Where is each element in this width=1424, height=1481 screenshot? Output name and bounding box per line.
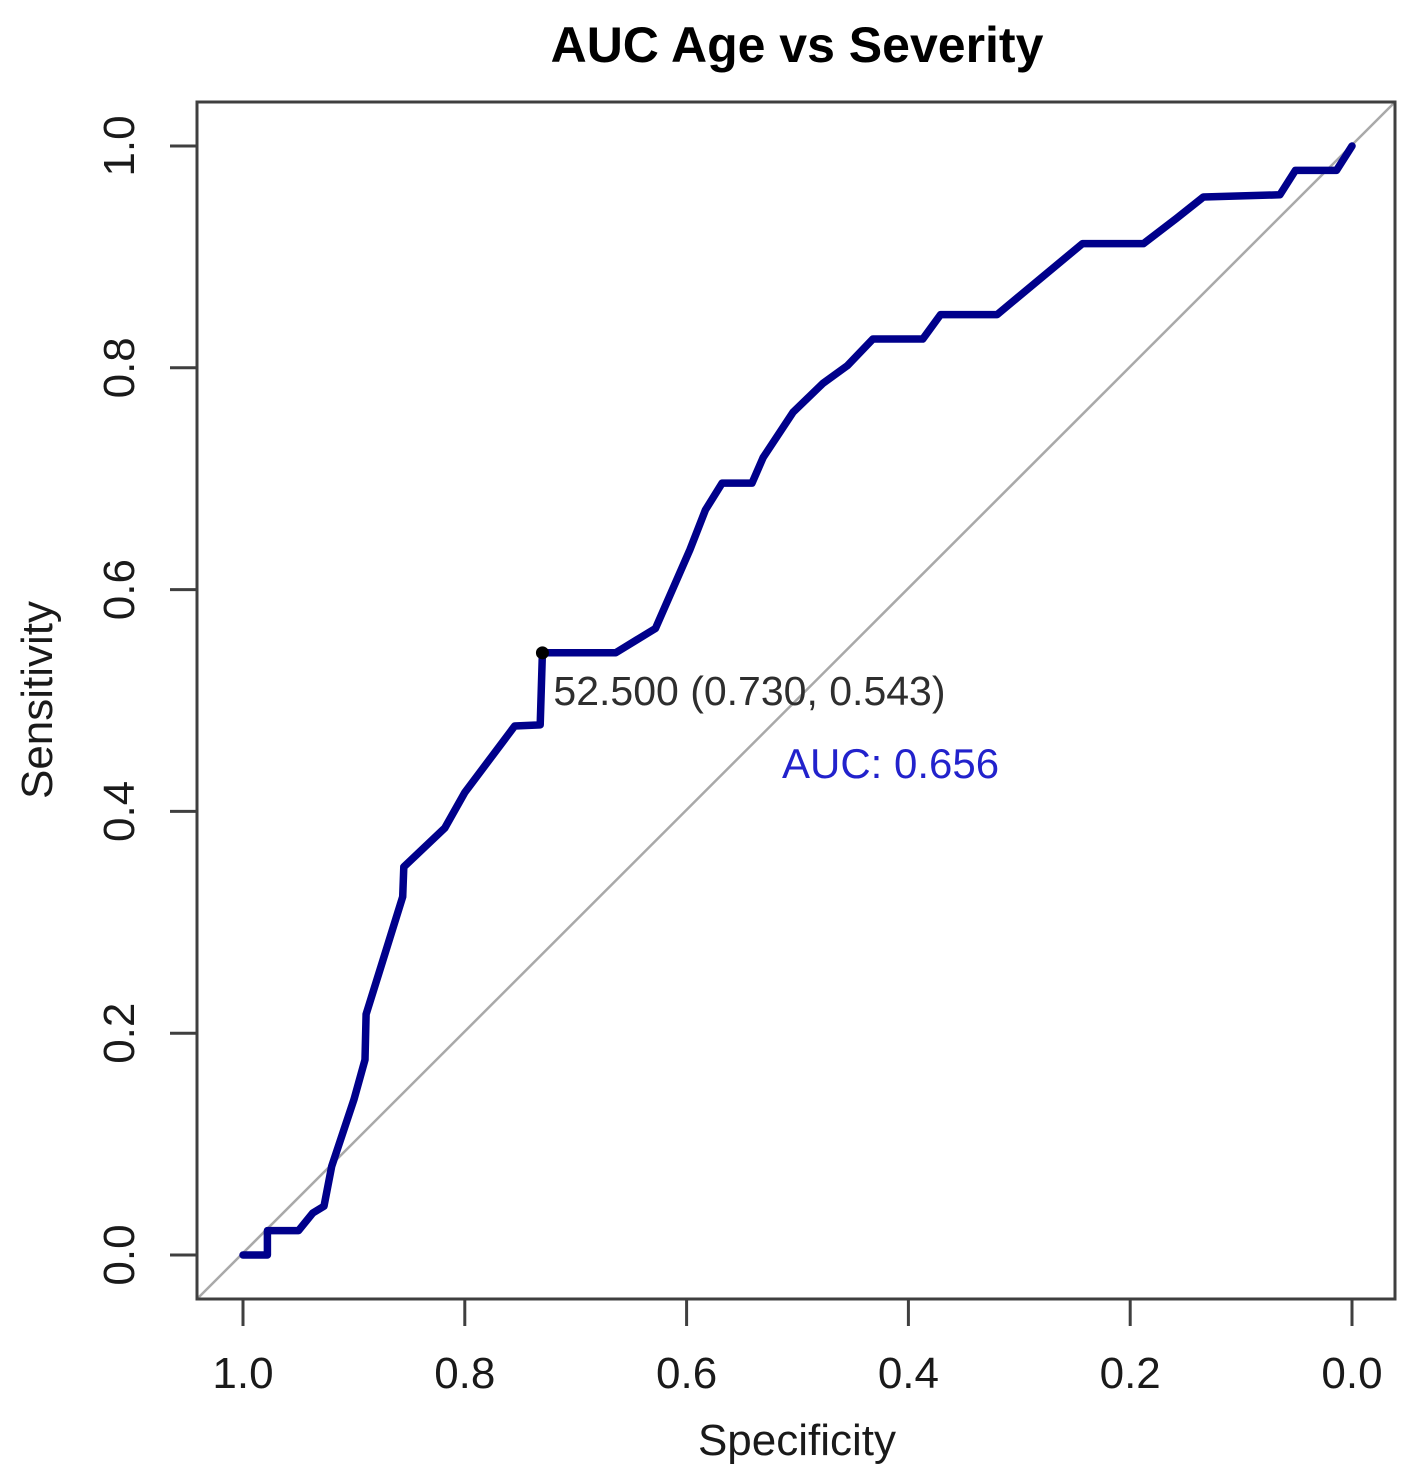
threshold-label: 52.500 (0.730, 0.543) (553, 668, 945, 714)
x-tick-label: 0.2 (1100, 1349, 1161, 1398)
x-tick-label: 0.6 (656, 1349, 717, 1398)
y-tick-label: 0.6 (95, 559, 144, 620)
chart-title: AUC Age vs Severity (551, 17, 1044, 73)
x-axis-ticks: 1.0 0.8 0.6 0.4 0.2 0.0 (212, 1299, 1383, 1398)
y-tick-label: 1.0 (95, 115, 144, 176)
x-axis-title: Specificity (698, 1416, 896, 1465)
y-tick-label: 0.0 (95, 1224, 144, 1285)
y-tick-label: 0.2 (95, 1003, 144, 1064)
x-tick-label: 0.4 (878, 1349, 939, 1398)
y-axis-ticks: 0.0 0.2 0.4 0.6 0.8 1.0 (95, 115, 197, 1286)
threshold-point-marker (535, 646, 549, 660)
x-tick-label: 0.0 (1321, 1349, 1382, 1398)
diagonal-reference-line (196, 101, 1396, 1300)
x-tick-label: 0.8 (434, 1349, 495, 1398)
y-tick-label: 0.8 (95, 337, 144, 398)
y-tick-label: 0.4 (95, 781, 144, 842)
auc-value-label: AUC: 0.656 (782, 740, 999, 787)
plot-box (195, 100, 1397, 1301)
y-axis-title: Sensitivity (13, 601, 62, 799)
x-tick-label: 1.0 (212, 1349, 273, 1398)
roc-curve (239, 142, 1356, 1259)
